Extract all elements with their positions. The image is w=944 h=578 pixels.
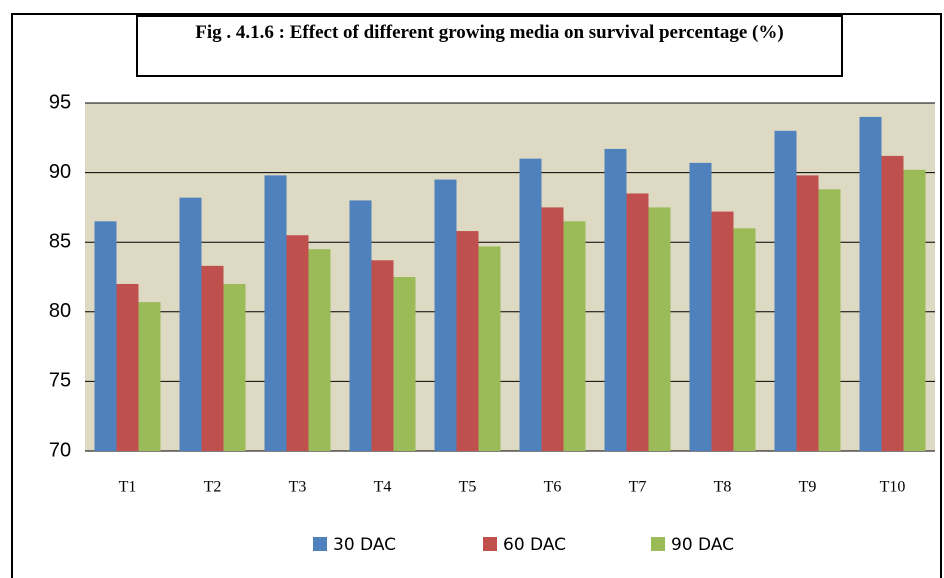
bar xyxy=(456,231,479,451)
bar xyxy=(541,207,564,451)
x-tick-label: T6 xyxy=(544,479,562,496)
bar xyxy=(519,158,542,451)
bar xyxy=(818,189,841,451)
bar xyxy=(116,283,139,451)
y-tick-label: 80 xyxy=(49,300,71,322)
bar xyxy=(711,211,734,451)
x-tick-label: T1 xyxy=(119,479,137,496)
x-tick-label: T10 xyxy=(880,479,906,496)
bar xyxy=(626,193,649,452)
bar xyxy=(94,221,117,451)
legend-label: 60 DAC xyxy=(503,535,566,555)
bar xyxy=(349,200,372,451)
x-tick-label: T5 xyxy=(459,479,477,496)
y-tick-label: 90 xyxy=(49,161,71,183)
title-wrap: Fig . 4.1.6 : Effect of different growin… xyxy=(195,22,784,43)
bar xyxy=(478,246,501,451)
bar xyxy=(903,169,926,452)
legend-swatch xyxy=(651,537,665,551)
bar xyxy=(563,221,586,451)
legend-label: 90 DAC xyxy=(671,535,734,555)
legend-swatch xyxy=(313,537,327,551)
bar xyxy=(223,283,246,451)
x-tick-label: T8 xyxy=(714,479,732,496)
bar xyxy=(138,302,161,451)
x-tick-label: T4 xyxy=(374,479,392,496)
bar xyxy=(179,197,202,451)
bar xyxy=(308,249,331,451)
bar xyxy=(371,260,394,451)
bar xyxy=(286,235,309,451)
bar xyxy=(393,277,416,451)
bar xyxy=(774,130,797,451)
title-box xyxy=(136,15,843,77)
y-tick-label: 70 xyxy=(49,439,71,461)
bar xyxy=(859,116,882,452)
chart-border xyxy=(11,13,942,578)
x-tick-label: T3 xyxy=(289,479,307,496)
bar xyxy=(648,207,671,451)
bar xyxy=(733,228,756,451)
x-tick-label: T2 xyxy=(204,479,222,496)
bar xyxy=(796,175,819,451)
bar xyxy=(434,179,457,451)
x-tick-label: T9 xyxy=(799,479,817,496)
x-tick-label: T7 xyxy=(629,479,647,496)
bar xyxy=(689,162,712,451)
bar xyxy=(881,155,904,451)
chart-title: Fig . 4.1.6 : Effect of different growin… xyxy=(195,22,784,43)
legend-label: 30 DAC xyxy=(333,535,396,555)
bar xyxy=(604,148,627,451)
y-tick-label: 85 xyxy=(49,230,71,252)
bar xyxy=(201,265,224,451)
y-tick-label: 95 xyxy=(49,91,71,113)
bar xyxy=(264,175,287,451)
y-tick-label: 75 xyxy=(49,370,71,392)
legend-swatch xyxy=(483,537,497,551)
